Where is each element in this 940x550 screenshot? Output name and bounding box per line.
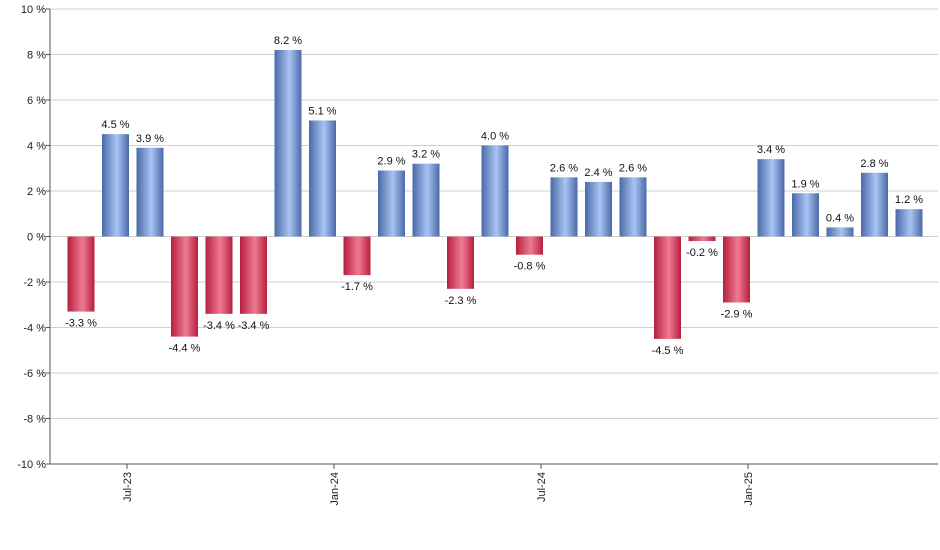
bar-jul-24 [516, 236, 543, 255]
y-tick-label: 0 % [27, 232, 46, 244]
data-label: 2.4 % [584, 167, 612, 179]
x-tick-label: Jul-23 [122, 472, 134, 502]
data-label: 4.0 % [481, 131, 509, 143]
y-tick-label: 4 % [27, 141, 46, 153]
data-label: -4.5 % [652, 345, 684, 357]
data-label: -3.4 % [203, 320, 235, 332]
data-label: -0.2 % [686, 247, 718, 259]
bar-feb-25 [757, 159, 785, 237]
data-label: -4.4 % [169, 343, 201, 355]
data-label: 5.1 % [308, 105, 336, 117]
data-label: -3.3 % [65, 318, 97, 330]
y-tick-label: 10 % [21, 4, 46, 16]
bar-nov-24 [654, 236, 681, 339]
data-label: 2.6 % [619, 162, 647, 174]
data-label: 3.9 % [136, 133, 164, 145]
x-tick-label: Jan-24 [329, 472, 341, 506]
data-label: 1.9 % [791, 178, 819, 190]
y-tick-label: 6 % [27, 95, 46, 107]
x-tick-label: Jul-24 [536, 472, 548, 502]
data-label: 2.8 % [860, 158, 888, 170]
axes: 10 % 8 % 6 % 4 % 2 % 0 % -2 % -4 % -6 % -8 % -10 %… [17, 4, 938, 506]
y-tick-label: -2 % [23, 277, 46, 289]
data-label: -2.3 % [445, 295, 477, 307]
y-tick-label: -8 % [23, 414, 46, 426]
data-labels: -3.3 %4.5 %3.9 %-4.4 %-3.4 % -3.4 %8.2 %5… [65, 35, 923, 357]
bar-dec-23 [274, 49, 302, 237]
data-label: 2.6 % [550, 162, 578, 174]
y-tick-label: -10 % [17, 459, 46, 471]
data-label: -2.9 % [721, 308, 753, 320]
bar-mar-25 [792, 193, 819, 237]
bars [67, 49, 923, 339]
bar-feb-24 [343, 236, 371, 276]
bar-jan-25 [723, 236, 750, 303]
bar-jun-23 [67, 236, 95, 312]
bar-mar-24 [378, 170, 405, 237]
bar-oct-24 [619, 177, 647, 237]
data-label: -1.7 % [341, 281, 373, 293]
data-label: 8.2 % [274, 35, 302, 47]
bar-jan-24 [309, 120, 336, 237]
x-tick-label: Jan-25 [743, 472, 755, 506]
bar-jun-24 [481, 145, 509, 237]
bar-aug-23 [136, 147, 164, 237]
bar-jun-25 [895, 209, 923, 237]
bar-aug-24 [550, 177, 578, 237]
bar-jul-23 [102, 134, 129, 237]
bar-apr-25 [826, 227, 854, 237]
data-label: -0.8 % [514, 261, 546, 273]
data-label: 2.9 % [377, 156, 405, 168]
y-tick-label: -6 % [23, 368, 46, 380]
bar-sep-24 [585, 181, 612, 237]
data-label: -3.4 % [238, 320, 270, 332]
bar-dec-24 [688, 236, 716, 242]
data-label: 0.4 % [826, 212, 854, 224]
bar-oct-23 [205, 236, 233, 314]
data-label: 4.5 % [101, 119, 129, 131]
bar-may-24 [447, 236, 474, 289]
y-tick-label: -4 % [23, 323, 46, 335]
data-label: 3.4 % [757, 144, 785, 156]
bar-sep-23 [171, 236, 198, 337]
bar-apr-24 [412, 163, 440, 237]
bar-nov-23 [240, 236, 267, 314]
data-label: 1.2 % [895, 194, 923, 206]
y-tick-label: 2 % [27, 186, 46, 198]
data-label: 3.2 % [412, 149, 440, 161]
y-tick-label: 8 % [27, 50, 46, 62]
bar-may-25 [861, 172, 888, 237]
